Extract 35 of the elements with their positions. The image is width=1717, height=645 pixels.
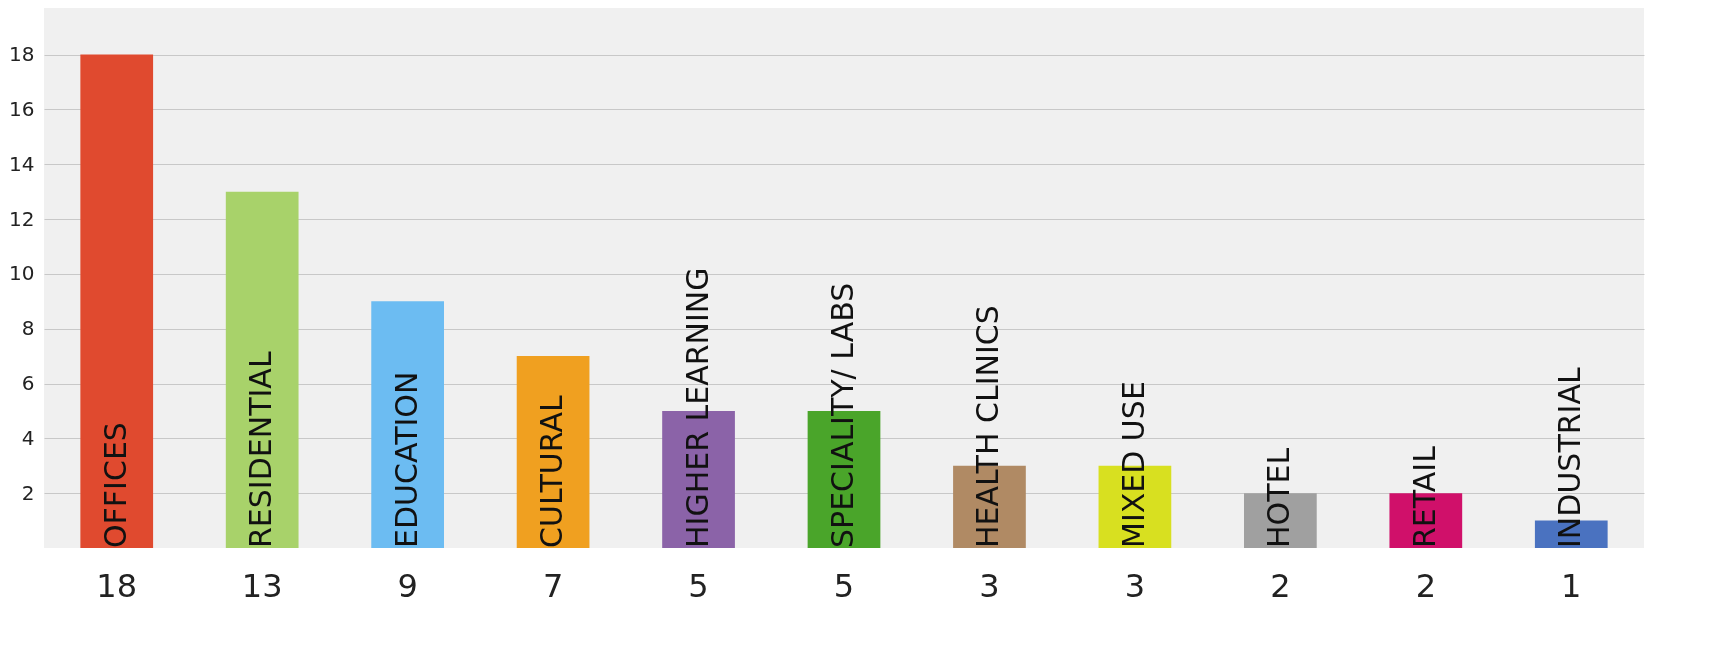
x-tick-label: EDUCATION bbox=[388, 371, 424, 548]
x-tick-label: HOTEL bbox=[1261, 447, 1297, 548]
data-label: 5 bbox=[833, 567, 855, 605]
x-tick-label: RETAIL bbox=[1406, 445, 1442, 548]
y-tick-label: 6 bbox=[21, 371, 35, 396]
bar bbox=[80, 54, 154, 548]
x-tick-label: RESIDENTIAL bbox=[243, 351, 279, 548]
data-label: 7 bbox=[542, 567, 564, 605]
y-tick-label: 2 bbox=[21, 480, 35, 505]
y-tick-label: 10 bbox=[9, 261, 35, 286]
data-label: 5 bbox=[688, 567, 709, 605]
x-tick-label: CULTURAL bbox=[534, 395, 570, 548]
y-tick-label: 18 bbox=[9, 42, 35, 67]
data-label: 9 bbox=[397, 567, 418, 605]
bar bbox=[516, 356, 590, 548]
data-label: 2 bbox=[1270, 567, 1291, 605]
x-tick-label: HIGHER LEARNING bbox=[679, 267, 715, 548]
data-label: 18 bbox=[96, 567, 138, 605]
x-tick-label: OFFICES bbox=[97, 422, 133, 548]
y-tick-label: 4 bbox=[21, 425, 35, 450]
x-tick-label: MIXED USE bbox=[1115, 381, 1151, 548]
y-tick-label: 14 bbox=[9, 151, 35, 176]
x-tick-label: SPECIALITY/ LABS bbox=[825, 282, 860, 548]
x-tick-label: HEALTH CLINICS bbox=[970, 305, 1006, 548]
y-tick-label: 16 bbox=[9, 96, 35, 121]
data-label: 1 bbox=[1561, 567, 1582, 605]
y-tick-label: 12 bbox=[9, 206, 35, 231]
data-label: 2 bbox=[1415, 567, 1436, 605]
bar bbox=[225, 191, 299, 548]
x-tick-label: INDUSTRIAL bbox=[1552, 367, 1588, 548]
data-label: 13 bbox=[241, 567, 283, 605]
data-label: 3 bbox=[979, 567, 1000, 605]
data-label: 3 bbox=[1124, 567, 1146, 605]
y-tick-label: 8 bbox=[21, 316, 35, 341]
bar bbox=[371, 301, 444, 548]
